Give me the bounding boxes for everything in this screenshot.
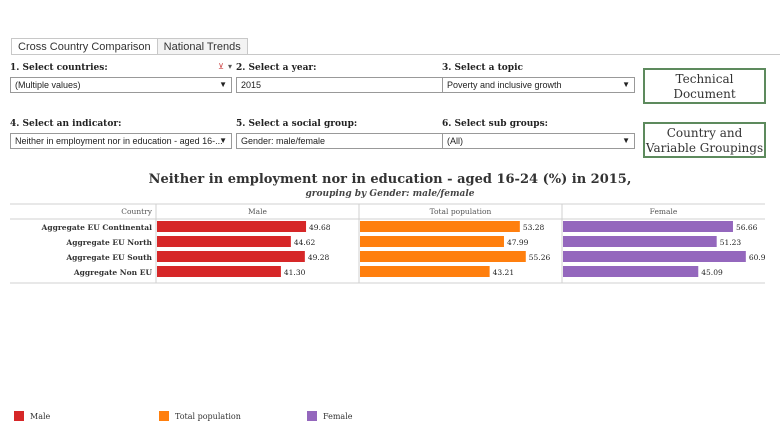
- filter-menu-icon[interactable]: ▾: [227, 62, 232, 71]
- category-label: Aggregate EU South: [65, 253, 152, 262]
- technical-document-line2: Document: [673, 87, 736, 101]
- social-group-select[interactable]: Gender: male/female ▼: [236, 133, 458, 149]
- legend-label-total: Total population: [175, 411, 241, 421]
- data-label-female: 56.66: [736, 223, 758, 232]
- data-label-total: 53.28: [523, 223, 545, 232]
- technical-document-line1: Technical: [675, 72, 734, 86]
- sub-groups-label: 6. Select sub groups:: [442, 119, 548, 129]
- indicator-select[interactable]: Neither in employment nor in education -…: [10, 133, 232, 149]
- social-group-value: Gender: male/female: [241, 136, 326, 146]
- bar-chart: Country Male Total population Female Aggrega…: [10, 203, 765, 284]
- data-label-male: 49.28: [308, 253, 330, 262]
- data-label-male: 49.68: [309, 223, 331, 232]
- bar-female: [563, 266, 699, 277]
- column-header-total: Total population: [430, 207, 492, 216]
- data-label-total: 43.21: [493, 268, 514, 277]
- bar-male: [157, 221, 307, 232]
- bar-male: [157, 236, 291, 247]
- bar-total: [360, 236, 504, 247]
- category-label: Aggregate EU Continental: [41, 223, 153, 232]
- year-label: 2. Select a year:: [236, 63, 317, 73]
- bar-female: [563, 251, 746, 262]
- chart-subtitle: grouping by Gender: male/female: [305, 189, 475, 199]
- bar-female: [563, 221, 733, 232]
- data-label-male: 41.30: [284, 268, 306, 277]
- tab-national-trends[interactable]: National Trends: [156, 38, 248, 55]
- indicator-value: Neither in employment nor in education -…: [15, 136, 223, 146]
- column-header-female: Female: [650, 207, 678, 216]
- data-label-total: 55.26: [529, 253, 551, 262]
- social-group-filter: 5. Select a social group: Gender: male/f…: [236, 118, 458, 149]
- countries-select[interactable]: (Multiple values) ▼: [10, 77, 232, 93]
- data-label-female: 51.23: [720, 238, 742, 247]
- tab-cross-country-comparison[interactable]: Cross Country Comparison: [11, 38, 158, 55]
- legend-swatch-male: [14, 411, 24, 421]
- bar-male: [157, 251, 305, 262]
- sub-groups-filter: 6. Select sub groups: (All) ▼: [442, 118, 635, 149]
- bar-total: [360, 266, 490, 277]
- topic-value: Poverty and inclusive growth: [447, 80, 562, 90]
- column-header-male: Male: [248, 207, 268, 216]
- social-group-label: 5. Select a social group:: [236, 119, 358, 129]
- legend-label-male: Male: [30, 411, 51, 421]
- topic-select[interactable]: Poverty and inclusive growth ▼: [442, 77, 635, 93]
- legend-swatch-total: [159, 411, 169, 421]
- country-groupings-line2: Variable Groupings: [645, 141, 764, 155]
- bar-total: [360, 251, 526, 262]
- bar-female: [563, 236, 717, 247]
- legend-item-total[interactable]: Total population: [159, 411, 241, 421]
- chevron-down-icon: ▼: [622, 136, 630, 145]
- indicator-label: 4. Select an indicator:: [10, 119, 122, 129]
- year-select[interactable]: 2015 ▼: [236, 77, 458, 93]
- chevron-down-icon: ▼: [622, 80, 630, 89]
- sub-groups-select[interactable]: (All) ▼: [442, 133, 635, 149]
- countries-filter: 1. Select countries: ⊻ ▾ (Multiple values…: [10, 62, 232, 93]
- country-groupings-button[interactable]: Country and Variable Groupings: [643, 122, 766, 158]
- legend-item-female[interactable]: Female: [307, 411, 353, 421]
- legend-swatch-female: [307, 411, 317, 421]
- tab-divider: [11, 54, 780, 55]
- tab-bar: Cross Country Comparison National Trends: [11, 38, 248, 55]
- data-label-male: 44.62: [294, 238, 316, 247]
- year-value: 2015: [241, 80, 262, 90]
- category-label: Aggregate Non EU: [73, 268, 153, 277]
- legend-item-male[interactable]: Male: [14, 411, 50, 421]
- chart-title: Neither in employment nor in education -…: [148, 172, 632, 187]
- data-label-female: 45.09: [701, 268, 723, 277]
- countries-value: (Multiple values): [15, 80, 81, 90]
- technical-document-button[interactable]: Technical Document: [643, 68, 766, 104]
- legend-label-female: Female: [323, 411, 353, 421]
- year-filter: 2. Select a year: 2015 ▼: [236, 62, 458, 93]
- data-label-female: 60.94: [749, 253, 765, 262]
- category-label: Aggregate EU North: [65, 238, 152, 247]
- indicator-filter: 4. Select an indicator: Neither in emplo…: [10, 118, 232, 149]
- clear-filter-icon[interactable]: ⊻: [218, 62, 224, 71]
- chevron-down-icon: ▼: [219, 136, 227, 145]
- data-label-total: 47.99: [507, 238, 529, 247]
- bar-total: [360, 221, 520, 232]
- topic-label: 3. Select a topic: [442, 63, 523, 73]
- chevron-down-icon: ▼: [219, 80, 227, 89]
- topic-filter: 3. Select a topic Poverty and inclusive …: [442, 62, 635, 93]
- row-header-label: Country: [121, 207, 153, 216]
- sub-groups-value: (All): [447, 136, 463, 146]
- country-groupings-line1: Country and: [666, 126, 743, 140]
- countries-label: 1. Select countries:: [10, 63, 108, 73]
- bar-male: [157, 266, 281, 277]
